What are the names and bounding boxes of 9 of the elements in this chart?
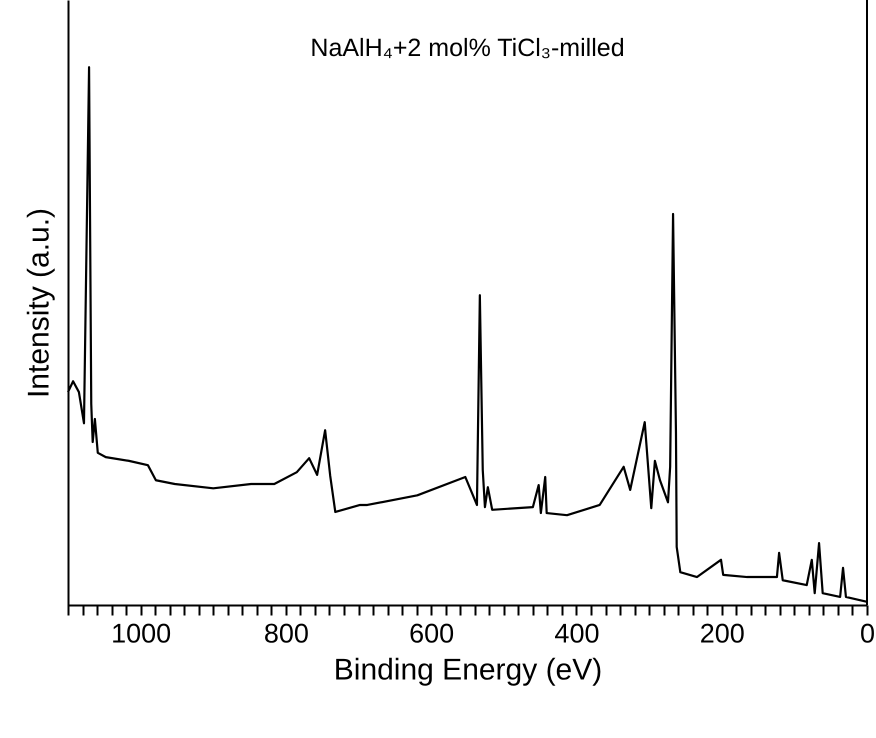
x-axis-title: Binding Energy (eV) bbox=[334, 654, 602, 686]
x-tick-label: 1000 bbox=[111, 618, 172, 648]
x-tick-label: 200 bbox=[700, 618, 745, 648]
x-tick-label: 600 bbox=[409, 618, 454, 648]
x-tick-label: 0 bbox=[860, 618, 876, 648]
chart-title: NaAlH₄+2 mol% TiCl₃-milled bbox=[310, 34, 625, 62]
x-tick-label: 400 bbox=[554, 618, 600, 648]
x-tick-label: 800 bbox=[264, 618, 309, 648]
y-axis-title: Intensity (a.u.) bbox=[22, 208, 56, 398]
